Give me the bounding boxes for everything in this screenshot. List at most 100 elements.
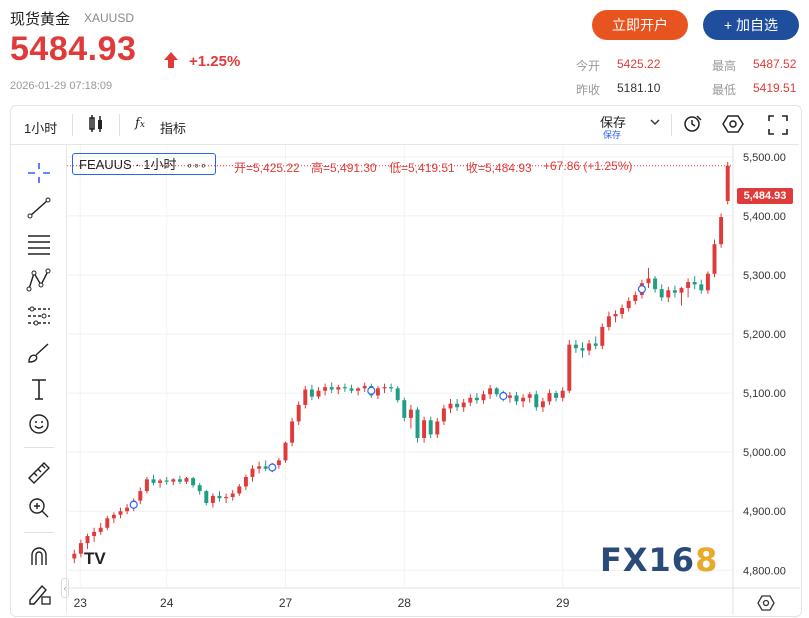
candle-body bbox=[705, 273, 710, 291]
crosshair-icon[interactable] bbox=[24, 160, 54, 186]
candle-body bbox=[316, 390, 321, 397]
trendline-icon[interactable] bbox=[24, 195, 54, 221]
fx168-watermark: FX168 bbox=[600, 541, 718, 579]
candle-body bbox=[620, 308, 625, 314]
legend-symbol[interactable]: FEAUUS · 1小时 ∘∘∘ bbox=[72, 153, 216, 175]
y-tick-label: 5,000.00 bbox=[743, 447, 786, 459]
watermark-accent: 8 bbox=[695, 541, 719, 579]
low-value: 5419.51 bbox=[753, 81, 797, 95]
sidebar-divider bbox=[24, 447, 54, 448]
event-marker bbox=[268, 463, 277, 472]
candle-body bbox=[719, 217, 724, 245]
chevron-down-icon[interactable] bbox=[650, 118, 660, 126]
event-marker bbox=[367, 386, 376, 395]
indicators-button[interactable]: 指标 bbox=[160, 121, 187, 136]
zoom-in-icon[interactable] bbox=[24, 495, 54, 521]
candle-body bbox=[488, 388, 493, 395]
candle-body bbox=[230, 493, 235, 498]
candle-body bbox=[455, 403, 460, 408]
candle-body bbox=[474, 397, 479, 401]
save-sublabel: 保存 bbox=[603, 130, 622, 140]
text-icon[interactable] bbox=[24, 376, 54, 402]
current-price: 5484.93 bbox=[10, 30, 137, 68]
candle-body bbox=[408, 409, 413, 418]
sidebar-divider bbox=[24, 532, 54, 533]
candle-type-icon[interactable] bbox=[86, 113, 106, 135]
candle-body bbox=[257, 466, 262, 469]
prev-close-label: 昨收 bbox=[576, 83, 601, 97]
candle-body bbox=[184, 478, 189, 482]
candle-body bbox=[98, 527, 103, 532]
pattern-icon[interactable] bbox=[24, 267, 54, 293]
candle-body bbox=[672, 290, 677, 293]
add-watchlist-button[interactable]: + 加自选 bbox=[703, 10, 799, 40]
candle-body bbox=[138, 491, 143, 501]
magnet-icon[interactable] bbox=[24, 543, 54, 569]
candle-body bbox=[303, 389, 308, 405]
toolbar-divider bbox=[72, 114, 73, 136]
y-tick-label: 5,300.00 bbox=[743, 270, 786, 282]
save-button[interactable]: 保存 bbox=[600, 115, 627, 130]
event-marker bbox=[637, 285, 647, 294]
candle-body bbox=[587, 343, 592, 351]
candle-body bbox=[712, 244, 717, 274]
legend-open: 开=5,425.22 bbox=[234, 161, 300, 175]
y-tick-label: 4,900.00 bbox=[743, 506, 786, 518]
candle-body bbox=[461, 402, 466, 408]
candle-body bbox=[547, 393, 552, 402]
candle-body bbox=[323, 387, 328, 391]
prev-close-value: 5181.10 bbox=[617, 81, 661, 95]
candle-body bbox=[85, 536, 90, 544]
interval-selector[interactable]: 1小时 bbox=[24, 121, 58, 136]
candle-body bbox=[237, 486, 242, 494]
candle-body bbox=[428, 420, 433, 435]
candle-body bbox=[263, 466, 268, 469]
candle-body bbox=[356, 388, 361, 391]
candle-body bbox=[250, 468, 255, 477]
brush-icon[interactable] bbox=[24, 340, 54, 366]
event-marker bbox=[129, 500, 138, 509]
open-account-button[interactable]: 立即开户 bbox=[592, 10, 688, 40]
high-label: 最高 bbox=[712, 59, 737, 73]
alert-clock-icon[interactable] bbox=[682, 113, 704, 135]
candle-body bbox=[217, 495, 222, 499]
candle-body bbox=[276, 460, 281, 466]
candle-body bbox=[613, 313, 618, 317]
y-tick-label: 5,100.00 bbox=[743, 388, 786, 400]
lock-drawing-icon[interactable] bbox=[24, 580, 54, 606]
open-value: 5425.22 bbox=[617, 57, 661, 71]
y-tick-label: 5,500.00 bbox=[743, 152, 786, 164]
candle-body bbox=[210, 495, 215, 503]
settings-hexagon-icon[interactable] bbox=[722, 114, 744, 134]
chart-panel bbox=[10, 105, 802, 617]
candle-body bbox=[78, 543, 83, 554]
candle-body bbox=[573, 344, 578, 349]
candle-body bbox=[626, 300, 631, 309]
candle-body bbox=[554, 393, 559, 398]
candle-body bbox=[580, 348, 585, 351]
candle-body bbox=[507, 395, 512, 398]
quote-timestamp: 2026-01-29 07:18:09 bbox=[10, 80, 113, 92]
candle-body bbox=[422, 420, 427, 438]
candle-body bbox=[686, 282, 691, 288]
indicator-fx-icon[interactable]: fx bbox=[135, 116, 145, 131]
candle-body bbox=[118, 511, 123, 515]
fullscreen-icon[interactable] bbox=[768, 115, 788, 135]
candle-body bbox=[521, 397, 526, 402]
ruler-icon[interactable] bbox=[24, 460, 54, 486]
candle-body bbox=[362, 385, 367, 389]
prediction-icon[interactable] bbox=[24, 303, 54, 329]
chart-toolbar bbox=[11, 106, 799, 145]
candle-body bbox=[527, 394, 532, 398]
candle-body bbox=[177, 479, 182, 482]
candle-body bbox=[197, 485, 202, 492]
emoji-icon[interactable] bbox=[24, 411, 54, 437]
fib-lines-icon[interactable] bbox=[24, 231, 54, 257]
legend-more-icon[interactable]: ∘∘∘ bbox=[186, 160, 207, 172]
candle-body bbox=[646, 278, 651, 284]
candle-body bbox=[441, 408, 446, 422]
candle-body bbox=[435, 421, 440, 435]
chart-settings-icon[interactable] bbox=[757, 595, 775, 611]
instrument-symbol: XAUUSD bbox=[84, 11, 135, 25]
candle-body bbox=[395, 388, 400, 401]
